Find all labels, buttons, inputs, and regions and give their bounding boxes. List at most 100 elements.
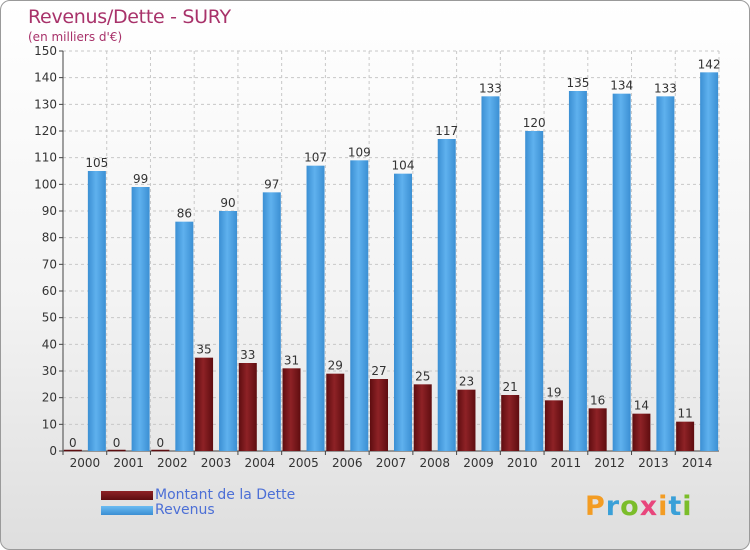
bar-revenus (175, 221, 194, 451)
data-label: 135 (566, 76, 589, 90)
y-tick-label: 20 (42, 391, 57, 405)
bar-revenus (525, 131, 544, 451)
logo-letter: i (658, 491, 669, 522)
x-tick-label: 2014 (682, 456, 713, 470)
y-tick-label: 120 (34, 124, 57, 138)
data-label: 0 (113, 436, 121, 450)
bar-revenus (700, 72, 719, 451)
y-tick-label: 150 (34, 44, 57, 58)
bar-dette (370, 379, 388, 451)
data-label: 16 (590, 393, 605, 407)
y-tick-label: 80 (42, 231, 57, 245)
data-label: 105 (85, 156, 108, 170)
x-tick-label: 2004 (245, 456, 276, 470)
axes: 0102030405060708090100110120130140150200… (34, 44, 719, 470)
data-label: 25 (415, 369, 430, 383)
bar-revenus (612, 93, 631, 452)
bar-dette (676, 421, 695, 451)
data-label: 21 (503, 380, 518, 394)
legend-item-dette: Montant de la Dette (101, 487, 295, 503)
legend-swatch-revenus (101, 505, 153, 515)
bar-revenus (481, 96, 500, 451)
y-tick-label: 100 (34, 177, 57, 191)
bar-dette (632, 413, 651, 451)
y-tick-label: 140 (34, 71, 57, 85)
x-tick-label: 2010 (507, 456, 538, 470)
x-tick-label: 2009 (463, 456, 494, 470)
data-label: 133 (479, 81, 502, 95)
bar-revenus (437, 139, 456, 451)
y-tick-label: 110 (34, 151, 57, 165)
data-label: 23 (459, 375, 474, 389)
logo-letter: x (639, 491, 659, 522)
x-tick-label: 2011 (551, 456, 582, 470)
data-label: 29 (328, 359, 343, 373)
data-label: 11 (677, 407, 692, 421)
data-labels: 0 0 0 35 33 31 29 27 25 23 21 19 16 14 11 105 99 86 90 97 10… (69, 57, 721, 450)
bar-revenus (350, 160, 369, 452)
data-label: 104 (392, 159, 415, 173)
bar-revenus (219, 211, 238, 451)
bar-dette (282, 368, 301, 451)
legend-label-revenus: Revenus (155, 502, 215, 518)
bar-revenus (568, 91, 587, 451)
x-tick-label: 2005 (288, 456, 319, 470)
bar-dette (238, 363, 257, 451)
bar-revenus (131, 187, 150, 451)
x-tick-label: 2002 (157, 456, 188, 470)
bar-dette (588, 408, 607, 451)
bar-dette (413, 384, 432, 451)
data-label: 107 (304, 151, 327, 165)
y-tick-label: 0 (49, 444, 57, 458)
data-label: 117 (435, 124, 458, 138)
legend-item-revenus: Revenus (101, 502, 215, 518)
chart-title: Revenus/Dette - SURY (28, 6, 231, 28)
chart-subtitle: (en milliers d'€) (28, 30, 123, 44)
y-tick-label: 130 (34, 97, 57, 111)
y-tick-label: 30 (42, 364, 57, 378)
bar-revenus (306, 165, 325, 451)
bar-dette (195, 357, 214, 451)
proxiti-logo: Proxiti (585, 491, 693, 522)
data-label: 133 (654, 81, 677, 95)
data-label: 86 (177, 207, 192, 221)
y-tick-label: 70 (42, 257, 57, 271)
data-label: 142 (698, 57, 721, 71)
logo-letter: r (605, 491, 621, 522)
data-label: 90 (220, 196, 235, 210)
data-label: 109 (348, 145, 371, 159)
data-label: 99 (133, 172, 148, 186)
legend-label-dette: Montant de la Dette (155, 487, 296, 503)
y-tick-label: 90 (42, 204, 57, 218)
logo-letter: P (585, 491, 606, 522)
x-tick-label: 2000 (70, 456, 101, 470)
x-tick-label: 2006 (332, 456, 363, 470)
x-tick-label: 2003 (201, 456, 232, 470)
bar-revenus (394, 173, 412, 451)
data-label: 0 (157, 436, 165, 450)
data-label: 0 (69, 436, 77, 450)
data-label: 134 (610, 79, 633, 93)
data-label: 33 (240, 348, 255, 362)
logo-letter: i (682, 491, 693, 522)
data-label: 14 (634, 399, 649, 413)
bar-dette (501, 395, 520, 451)
bar-revenus (87, 171, 106, 451)
data-label: 19 (546, 385, 561, 399)
bar-dette (326, 373, 345, 451)
x-tick-label: 2008 (419, 456, 450, 470)
data-label: 97 (264, 177, 279, 191)
legend-swatch-dette (101, 490, 153, 500)
bar-dette (457, 389, 476, 451)
x-tick-label: 2001 (113, 456, 144, 470)
bars (63, 72, 719, 452)
data-label: 31 (284, 353, 299, 367)
data-label: 35 (196, 343, 211, 357)
logo-letter: o (620, 491, 640, 522)
logo-letter: t (668, 491, 683, 522)
x-tick-label: 2012 (594, 456, 625, 470)
bar-revenus (262, 192, 281, 452)
x-tick-label: 2013 (638, 456, 669, 470)
y-tick-label: 50 (42, 311, 57, 325)
